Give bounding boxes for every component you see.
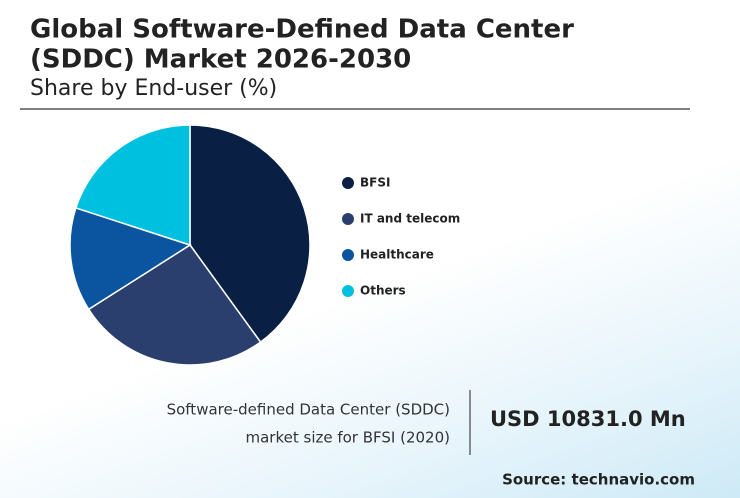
pie-slice xyxy=(74,124,191,247)
pie-slice xyxy=(189,124,311,344)
callout-label: Software-defined Data Center (SDDC) xyxy=(167,401,450,419)
chart-title: Global Software-Defined Data Center xyxy=(30,15,574,45)
pie-slice xyxy=(69,206,192,311)
legend-label: Healthcare xyxy=(360,248,434,262)
legend-label: IT and telecom xyxy=(360,212,460,226)
legend-swatch xyxy=(342,249,354,261)
pie xyxy=(69,124,311,366)
callout-label: market size for BFSI (2020) xyxy=(246,429,451,447)
source: Source: technavio.com xyxy=(502,471,695,489)
legend-swatch xyxy=(342,285,354,297)
legend-label: Others xyxy=(360,284,406,298)
pie-slice xyxy=(87,243,262,366)
callout-value: USD 10831.0 Mn xyxy=(490,407,686,431)
legend: BFSI IT and telecom Healthcare Others xyxy=(342,176,460,298)
chart-subtitle: Share by End-user (%) xyxy=(30,76,277,101)
legend-swatch xyxy=(342,213,354,225)
chart-title: (SDDC) Market 2026-2030 xyxy=(30,45,411,75)
legend-label: BFSI xyxy=(360,176,390,190)
legend-swatch xyxy=(342,177,354,189)
